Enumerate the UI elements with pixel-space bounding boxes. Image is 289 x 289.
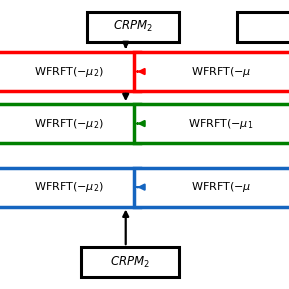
Text: WFRFT$(-\mu_2)$: WFRFT$(-\mu_2)$ [34,180,103,194]
Text: WFRFT$(-\mu_2)$: WFRFT$(-\mu_2)$ [34,116,103,131]
FancyBboxPatch shape [0,52,140,91]
FancyBboxPatch shape [0,104,140,143]
FancyBboxPatch shape [81,247,179,277]
FancyBboxPatch shape [134,52,289,91]
FancyBboxPatch shape [237,12,289,42]
Text: $\mathit{CRPM}_2$: $\mathit{CRPM}_2$ [110,255,150,270]
Text: $\mathit{CRPM}_2$: $\mathit{CRPM}_2$ [113,19,153,34]
Text: WFRFT$(-\mu$: WFRFT$(-\mu$ [191,64,251,79]
FancyBboxPatch shape [134,104,289,143]
Text: WFRFT$(-\mu_1$: WFRFT$(-\mu_1$ [188,116,254,131]
Text: WFRFT$(-\mu_2)$: WFRFT$(-\mu_2)$ [34,64,103,79]
FancyBboxPatch shape [134,168,289,207]
Text: WFRFT$(-\mu$: WFRFT$(-\mu$ [191,180,251,194]
FancyBboxPatch shape [87,12,179,42]
FancyBboxPatch shape [0,168,140,207]
